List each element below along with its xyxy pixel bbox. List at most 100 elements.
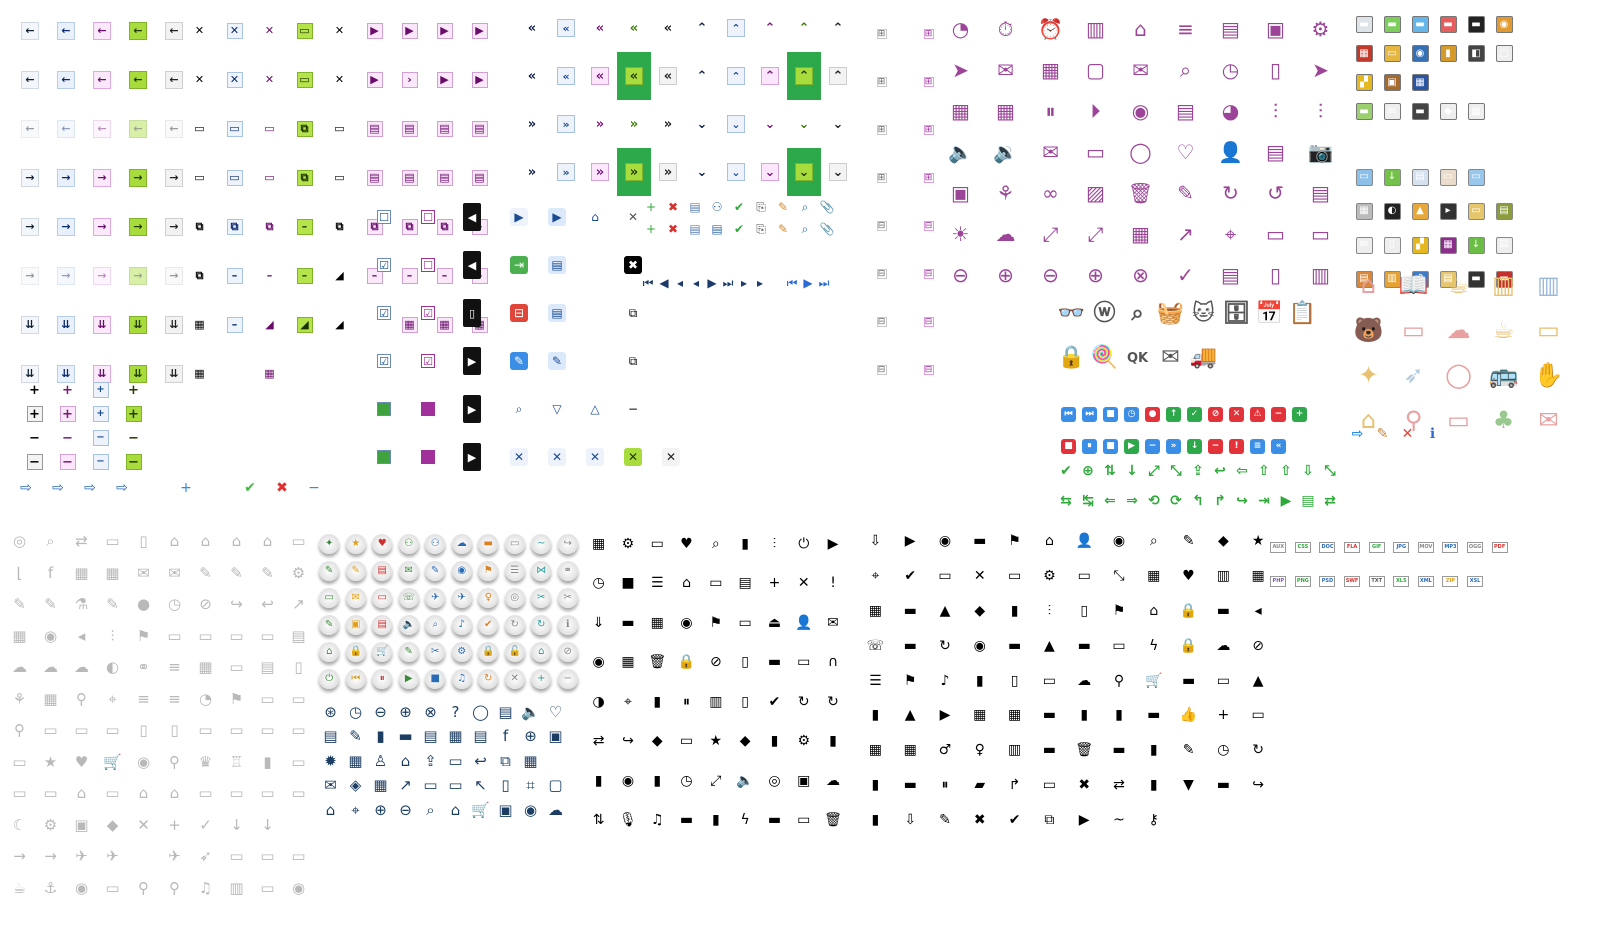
sprite-cell: ⏸ bbox=[1079, 430, 1100, 462]
sprite-cell: ▞ bbox=[1406, 228, 1434, 262]
sprite-cell: 🛒 bbox=[468, 798, 493, 823]
sprite-cell: ▤ bbox=[706, 218, 728, 240]
sprite-cell: ⧉ bbox=[252, 202, 287, 251]
sprite-cell: ← bbox=[156, 104, 192, 153]
sprite-icon: ⊘ bbox=[557, 641, 578, 662]
sprite-icon: − bbox=[1145, 438, 1160, 454]
sprite-cell: ☕ bbox=[4, 873, 35, 905]
sprite-cell: ⇅ bbox=[584, 801, 613, 841]
sprite-icon: ⊘ bbox=[709, 654, 722, 671]
sprite-icon: ▦ bbox=[1251, 568, 1265, 585]
sprite-cell: ▭ bbox=[1102, 628, 1137, 663]
sprite-cell: ⊖ bbox=[393, 798, 418, 823]
sprite-cell: ◷ bbox=[672, 761, 701, 801]
sprite-cell: ▭ bbox=[283, 684, 314, 716]
sprite-cell: ▣ bbox=[493, 798, 518, 823]
sprite-icon: ▭ bbox=[448, 751, 463, 770]
sprite-cell: ⚙ bbox=[613, 524, 642, 564]
sprite-icon: ◉ bbox=[291, 878, 306, 897]
sprite-cell: ▯ bbox=[1378, 228, 1406, 262]
sprite-icon: GIF bbox=[1368, 541, 1385, 553]
sprite-icon: ➤ bbox=[952, 57, 969, 82]
sprite-cell: ▭ bbox=[1067, 559, 1102, 594]
sprite-cell: ⊘ bbox=[1241, 628, 1276, 663]
sprite-icon: ↻ bbox=[504, 614, 525, 635]
sprite-cell: ▯ bbox=[493, 774, 518, 799]
sprite-cell: ◆ bbox=[97, 810, 128, 842]
sprite-cell: ▶ bbox=[427, 55, 462, 104]
sprite-cell: ⇅ bbox=[1099, 456, 1121, 486]
sprite-icon: ⊖ bbox=[1042, 262, 1059, 287]
sprite-icon: ⏮ bbox=[642, 276, 654, 290]
sprite-cell: ✎ bbox=[221, 558, 252, 590]
sprite-icon: ⊞ bbox=[876, 124, 887, 135]
sprite-icon: ⚷ bbox=[1148, 811, 1159, 828]
sprite-cell: ▬ bbox=[893, 594, 928, 629]
sprite-cell: ✖ bbox=[266, 476, 298, 500]
sprite-icon: ⊟ bbox=[923, 316, 934, 327]
sprite-icon: ♂ bbox=[938, 742, 952, 759]
sprite-cell: ▥ bbox=[1073, 8, 1118, 49]
sprite-icon: ▮ bbox=[1010, 602, 1019, 619]
sprite-cell: ⏸ bbox=[1028, 90, 1073, 131]
sprite-cell: ⚙ bbox=[283, 558, 314, 590]
sprite-icon: ■ bbox=[421, 450, 435, 464]
sprite-icon: f bbox=[47, 563, 54, 582]
sprite-cell: + bbox=[18, 378, 51, 402]
sprite-icon: ☰ bbox=[869, 672, 882, 689]
sprite-cell: ▭ bbox=[1253, 213, 1298, 254]
sprite-icon: → bbox=[165, 266, 183, 285]
sprite-icon: ◯ bbox=[472, 702, 489, 721]
sprite-icon: ▯ bbox=[463, 299, 481, 327]
sprite-cell: 📖 bbox=[1391, 262, 1436, 307]
sprite-cell: ↱ bbox=[997, 768, 1032, 803]
sprite-icon: ↪ bbox=[230, 595, 243, 614]
sprite-cell: ⫶ bbox=[1253, 90, 1298, 131]
sprite-cell: ▦ bbox=[1028, 49, 1073, 90]
sprite-cell: ← bbox=[120, 6, 156, 55]
sprite-cell: ▭ bbox=[1462, 194, 1490, 228]
sprite-cell: ⌕ bbox=[701, 524, 730, 564]
sprite-icon: ▭ bbox=[738, 614, 752, 631]
sprite-cell: − bbox=[84, 450, 117, 474]
sprite-icon: ▬ bbox=[1216, 602, 1230, 619]
sprite-cell: ✋ bbox=[1526, 352, 1571, 397]
sprite-cell: ▤ bbox=[1208, 8, 1253, 49]
sprite-icon: ▤ bbox=[372, 614, 393, 635]
sprite-cell: ⊖ bbox=[368, 700, 393, 725]
sprite-icon: ▦ bbox=[868, 602, 883, 619]
sprite-cell: → bbox=[48, 202, 84, 251]
sprite-icon: ⌄ bbox=[795, 163, 813, 181]
sprite-icon: ■ bbox=[377, 402, 391, 416]
sprite-icon: ✕ bbox=[334, 73, 345, 86]
sprite-icon: 🔓 bbox=[504, 641, 525, 662]
sprite-icon: ▤ bbox=[471, 120, 488, 137]
sprite-icon: ▬ bbox=[903, 602, 917, 619]
sprite-cell: OGG bbox=[1463, 530, 1488, 564]
sprite-cell: 🛒 bbox=[97, 747, 128, 779]
sprite-cell: ▭ bbox=[1391, 307, 1436, 352]
sprite-icon: ◉ bbox=[1131, 98, 1150, 123]
sprite-cell: ⎘ bbox=[750, 218, 772, 240]
sprite-icon: ⌂ bbox=[319, 641, 340, 662]
sprite-cell: ▮ bbox=[1136, 768, 1171, 803]
sprite-cell bbox=[1310, 398, 1331, 430]
sprite-icon: 👓 bbox=[1057, 301, 1086, 326]
sprite-cell: ✎ bbox=[422, 557, 449, 584]
sprite-cell: ▭ bbox=[322, 153, 357, 202]
sprite-icon: ℹ bbox=[557, 614, 578, 635]
sprite-icon: ↩ bbox=[261, 595, 274, 614]
sprite-icon: ✕ bbox=[973, 568, 986, 585]
sprite-cell: ▦ bbox=[962, 698, 997, 733]
sprite-icon: ◉ bbox=[680, 614, 693, 631]
sprite-icon: ▮ bbox=[871, 811, 880, 828]
sprite-cell: » bbox=[651, 148, 685, 196]
sprite-icon: ▯ bbox=[1080, 602, 1089, 619]
sprite-icon: ⫶ bbox=[772, 535, 777, 552]
sprite-cell: ■ bbox=[362, 433, 406, 481]
sprite-icon: ✎ bbox=[777, 222, 789, 236]
sprite-icon: ✔ bbox=[904, 568, 917, 585]
sprite-cell: ▭ bbox=[252, 684, 283, 716]
sprite-icon: ⧉ bbox=[195, 269, 204, 282]
sprite-icon: 🐱 bbox=[1192, 301, 1215, 326]
